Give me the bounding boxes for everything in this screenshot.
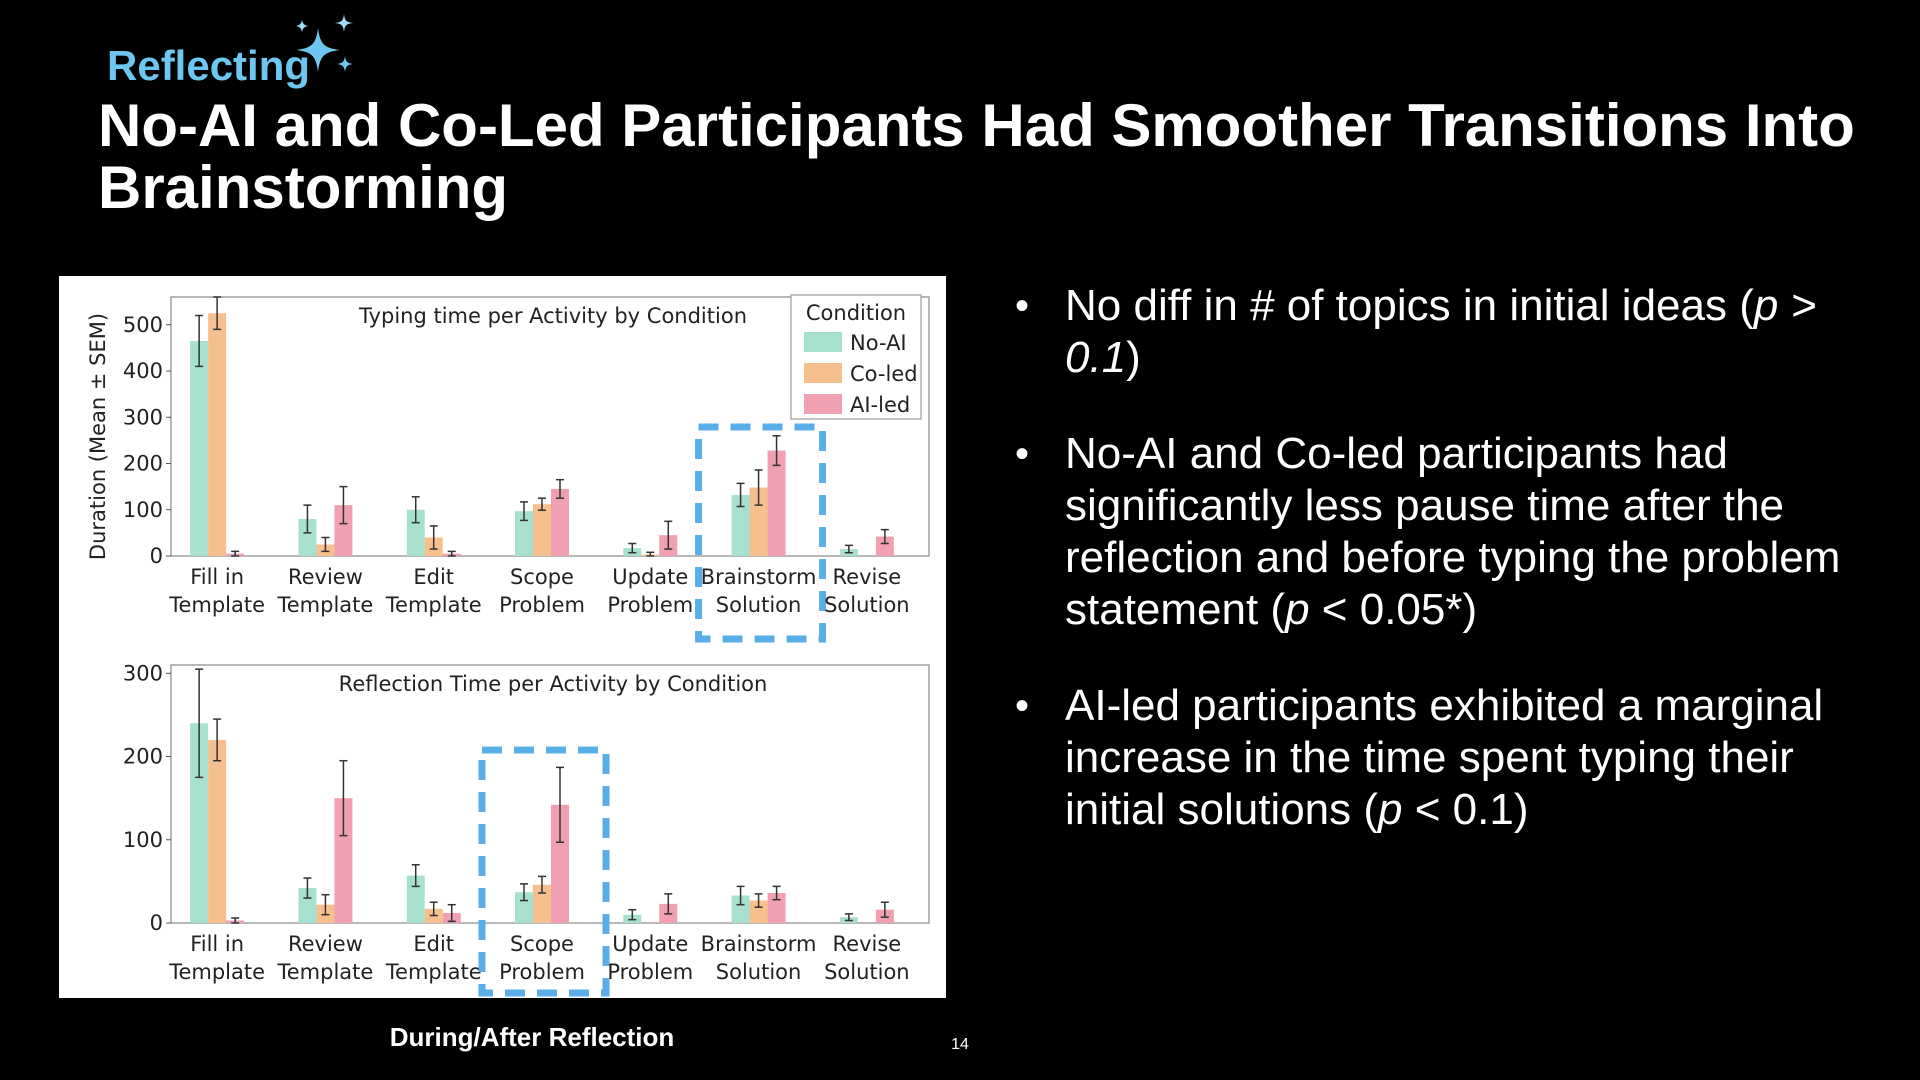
chart-title: Reflection Time per Activity by Conditio… [339, 672, 768, 696]
category-label: Review [288, 565, 363, 589]
category-label: Template [385, 593, 482, 617]
category-label: Fill in [190, 565, 244, 589]
category-label: Template [277, 593, 374, 617]
bar-charts: 0 100 200 300 400 500 Duration (Mean ± SEM) Typ… [86, 294, 930, 997]
y-tick-label: 300 [123, 405, 163, 429]
legend-title: Condition [806, 301, 906, 325]
y-tick-label: 200 [123, 745, 163, 769]
bar [533, 884, 551, 923]
category-label: Update [612, 565, 688, 589]
legend-swatch [804, 332, 842, 352]
category-label: Template [168, 593, 265, 617]
bullet-text: No-AI and Co-led participants had signif… [1065, 429, 1841, 634]
category-label: Problem [499, 960, 585, 984]
page-number: 14 [951, 1036, 969, 1053]
category-label: Revise [833, 932, 902, 956]
bullet-text: < 0.05*) [1309, 585, 1478, 634]
slide-title: No-AI and Co-Led Participants Had Smooth… [98, 92, 1855, 221]
category-label: Scope [510, 565, 574, 589]
highlight-box [478, 746, 610, 997]
bar [551, 488, 569, 556]
category-label: Update [612, 932, 688, 956]
bar [749, 487, 768, 556]
chart-title: Typing time per Activity by Condition [358, 304, 747, 328]
category-label: Solution [824, 593, 910, 617]
category-label: Review [288, 932, 363, 956]
y-tick-label: 200 [123, 452, 163, 476]
category-label: Solution [716, 960, 802, 984]
legend-swatch [804, 363, 842, 383]
category-label: Brainstorm [701, 565, 817, 589]
category-label: Template [277, 960, 374, 984]
chart-caption: During/After Reflection [389, 1022, 675, 1052]
category-label: Problem [607, 593, 693, 617]
legend-swatch [804, 394, 842, 414]
bar [749, 900, 768, 923]
category-label: Template [385, 960, 482, 984]
bar [190, 723, 209, 923]
bar [767, 450, 786, 556]
bullet-dot: • [1015, 284, 1030, 328]
bar [190, 340, 209, 556]
legend-label: AI-led [850, 393, 910, 417]
category-label: Brainstorm [701, 932, 817, 956]
bar [533, 504, 551, 556]
bar [298, 888, 317, 923]
bullet-text: < 0.1) [1402, 785, 1529, 834]
y-tick-label: 0 [150, 544, 163, 568]
chart-panel: 0 100 200 300 400 500 Duration (Mean ± SEM) Typ… [59, 276, 946, 998]
bar [767, 893, 786, 923]
category-label: Solution [716, 593, 802, 617]
bar [731, 895, 750, 923]
bar [875, 536, 894, 556]
bar [515, 511, 533, 556]
bullet-item: • No diff in # of topics in initial ideas… [1015, 280, 1885, 384]
legend-label: No-AI [850, 331, 907, 355]
bar [406, 509, 425, 556]
y-tick-label: 300 [123, 661, 163, 685]
bullet-dot: • [1015, 684, 1030, 728]
bullet-item: • No-AI and Co-led participants had signi… [1015, 428, 1885, 636]
highlight-box [695, 423, 827, 643]
bar [515, 892, 533, 923]
y-tick-label: 0 [150, 911, 163, 935]
bar [334, 798, 353, 923]
y-tick-label: 100 [123, 828, 163, 852]
sparkle-icon [296, 14, 353, 72]
category-label: Problem [499, 593, 585, 617]
category-label: Template [168, 960, 265, 984]
category-label: Edit [413, 565, 454, 589]
category-label: Fill in [190, 932, 244, 956]
category-label: Edit [413, 932, 454, 956]
bar [731, 494, 750, 556]
y-tick-label: 400 [123, 359, 163, 383]
bar [551, 804, 569, 923]
bullet-item: • AI-led participants exhibited a margina… [1015, 680, 1885, 836]
bullet-text: p [1378, 785, 1403, 834]
bullet-text: p > 0.1 [1065, 281, 1817, 382]
y-axis-label: Duration (Mean ± SEM) [86, 313, 110, 560]
y-tick-label: 100 [123, 498, 163, 522]
category-label: Problem [607, 960, 693, 984]
category-label: Revise [833, 565, 902, 589]
category-label: Solution [824, 960, 910, 984]
bullet-text: ) [1126, 333, 1141, 382]
bullet-text: AI-led participants exhibited a marginal… [1065, 681, 1824, 834]
bullet-text: No diff in # of topics in initial ideas … [1065, 281, 1754, 330]
bar [208, 739, 227, 923]
bullet-text: p [1285, 585, 1310, 634]
category-label: Scope [510, 932, 574, 956]
bar [208, 313, 227, 556]
legend-label: Co-led [850, 362, 918, 386]
plot-frame [170, 664, 930, 924]
bar [298, 519, 317, 556]
section-kicker: Reflecting [107, 42, 311, 89]
y-tick-label: 500 [123, 313, 163, 337]
bar [334, 505, 353, 556]
bullet-dot: • [1015, 432, 1030, 476]
bar [406, 875, 425, 923]
bullet-list: • No diff in # of topics in initial ideas… [1015, 280, 1885, 880]
